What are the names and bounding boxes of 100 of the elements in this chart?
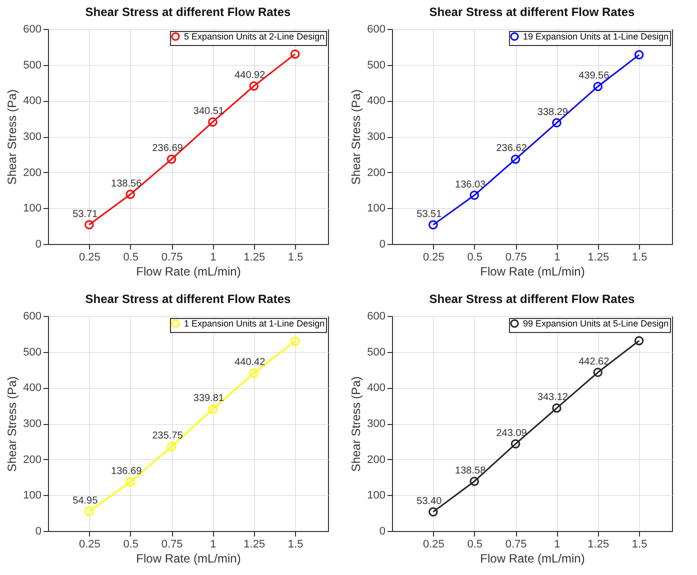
y-tick-label: 200 [23, 166, 42, 179]
point [552, 403, 562, 413]
data-label: 340.51 [193, 106, 224, 117]
data-label: 236.62 [496, 143, 528, 154]
data-label: 343.12 [537, 392, 568, 404]
point [593, 368, 603, 378]
x-axis-title: Flow Rate (mL/min) [480, 552, 585, 566]
point [208, 117, 218, 127]
data-label: 442.62 [578, 356, 610, 368]
point [510, 439, 520, 449]
x-tick-label: 0.75 [505, 252, 527, 264]
legend-label: 99 Expansion Units at 5-Line Design [523, 318, 669, 328]
point [290, 49, 300, 59]
x-tick-label: 1.5 [632, 538, 648, 550]
point [126, 477, 135, 487]
y-tick-label: 300 [367, 131, 386, 143]
point [470, 190, 479, 200]
point [552, 118, 562, 128]
y-tick-label: 600 [23, 310, 42, 322]
legend-label: 5 Expansion Units at 2-Line Design [184, 32, 325, 42]
data-label: 138.58 [455, 465, 486, 476]
data-label: 53.71 [72, 208, 98, 220]
y-tick-label: 0 [35, 238, 42, 250]
data-label: 439.56 [578, 70, 610, 82]
x-tick-label: 0.25 [78, 538, 100, 550]
y-tick-label: 600 [23, 24, 42, 36]
y-tick-label: 200 [23, 454, 42, 466]
data-label: 53.40 [416, 496, 442, 507]
x-tick-label: 0.5 [123, 252, 138, 264]
y-axis-title: Shear Stress (Pa) [5, 89, 20, 185]
data-label: 136.03 [455, 179, 486, 190]
point [84, 506, 94, 516]
x-axis-title: Flow Rate (mL/min) [136, 552, 241, 566]
x-tick-label: 1.5 [288, 252, 304, 264]
y-axis-title: Shear Stress (Pa) [5, 376, 20, 472]
point [166, 154, 176, 164]
x-tick-label: 1.25 [588, 538, 610, 550]
data-label: 236.69 [152, 143, 184, 154]
y-tick-label: 400 [367, 382, 386, 394]
point [166, 442, 176, 452]
point [208, 404, 218, 414]
point [290, 336, 300, 346]
chart-title: Shear Stress at different Flow Rates [429, 5, 636, 19]
x-tick-label: 0.75 [161, 252, 183, 264]
x-tick-label: 1.25 [588, 252, 610, 264]
y-tick-label: 500 [367, 59, 386, 72]
y-tick-label: 300 [23, 131, 42, 143]
legend-label: 1 Expansion Units at 1-Line Design [184, 318, 325, 328]
y-tick-label: 100 [367, 202, 386, 215]
y-tick-label: 0 [35, 526, 42, 538]
data-label: 243.09 [496, 428, 528, 439]
y-tick-label: 500 [23, 59, 42, 72]
x-tick-label: 1.25 [244, 252, 266, 264]
x-tick-label: 0.25 [422, 252, 444, 264]
y-tick-label: 400 [367, 95, 386, 108]
x-tick-label: 1 [554, 252, 560, 264]
x-tick-label: 0.75 [505, 538, 527, 550]
y-tick-label: 100 [23, 490, 42, 502]
x-tick-label: 1.5 [288, 538, 304, 550]
point [428, 507, 438, 516]
chart-title: Shear Stress at different Flow Rates [85, 292, 292, 306]
x-tick-label: 0.5 [467, 252, 482, 264]
data-label: 235.75 [152, 430, 184, 442]
point [428, 220, 438, 230]
y-tick-label: 400 [23, 382, 42, 394]
point [126, 190, 135, 199]
y-tick-label: 600 [367, 310, 386, 322]
point [593, 82, 603, 92]
x-tick-label: 1 [210, 252, 216, 264]
chart-title: Shear Stress at different Flow Rates [85, 5, 292, 19]
x-tick-label: 1.25 [244, 538, 266, 550]
x-axis-title: Flow Rate (mL/min) [136, 264, 241, 278]
point [634, 50, 644, 60]
y-tick-label: 600 [367, 24, 386, 36]
y-tick-label: 100 [23, 202, 42, 215]
y-axis-title: Shear Stress (Pa) [349, 89, 364, 185]
x-tick-label: 0.75 [161, 538, 183, 550]
data-label: 53.51 [416, 208, 442, 220]
x-tick-label: 0.5 [467, 538, 482, 550]
point [249, 81, 259, 91]
y-tick-label: 100 [367, 490, 386, 502]
data-label: 338.29 [537, 106, 568, 118]
x-tick-label: 0.25 [78, 252, 100, 264]
x-tick-label: 1 [554, 538, 560, 550]
data-label: 339.81 [193, 393, 224, 404]
y-tick-label: 0 [379, 238, 386, 250]
y-tick-label: 300 [23, 418, 42, 430]
x-tick-label: 0.5 [123, 538, 138, 550]
y-axis-title: Shear Stress (Pa) [349, 376, 364, 472]
y-tick-label: 0 [379, 526, 386, 538]
legend-label: 19 Expansion Units at 1-Line Design [523, 32, 669, 42]
data-label: 440.42 [234, 357, 266, 368]
data-label: 54.95 [72, 495, 98, 506]
point [84, 220, 94, 230]
y-tick-label: 200 [367, 454, 386, 466]
y-tick-label: 500 [367, 346, 386, 358]
chart-title: Shear Stress at different Flow Rates [429, 292, 636, 306]
y-tick-label: 500 [23, 346, 42, 358]
data-label: 138.56 [111, 178, 142, 190]
y-tick-label: 300 [367, 418, 386, 430]
